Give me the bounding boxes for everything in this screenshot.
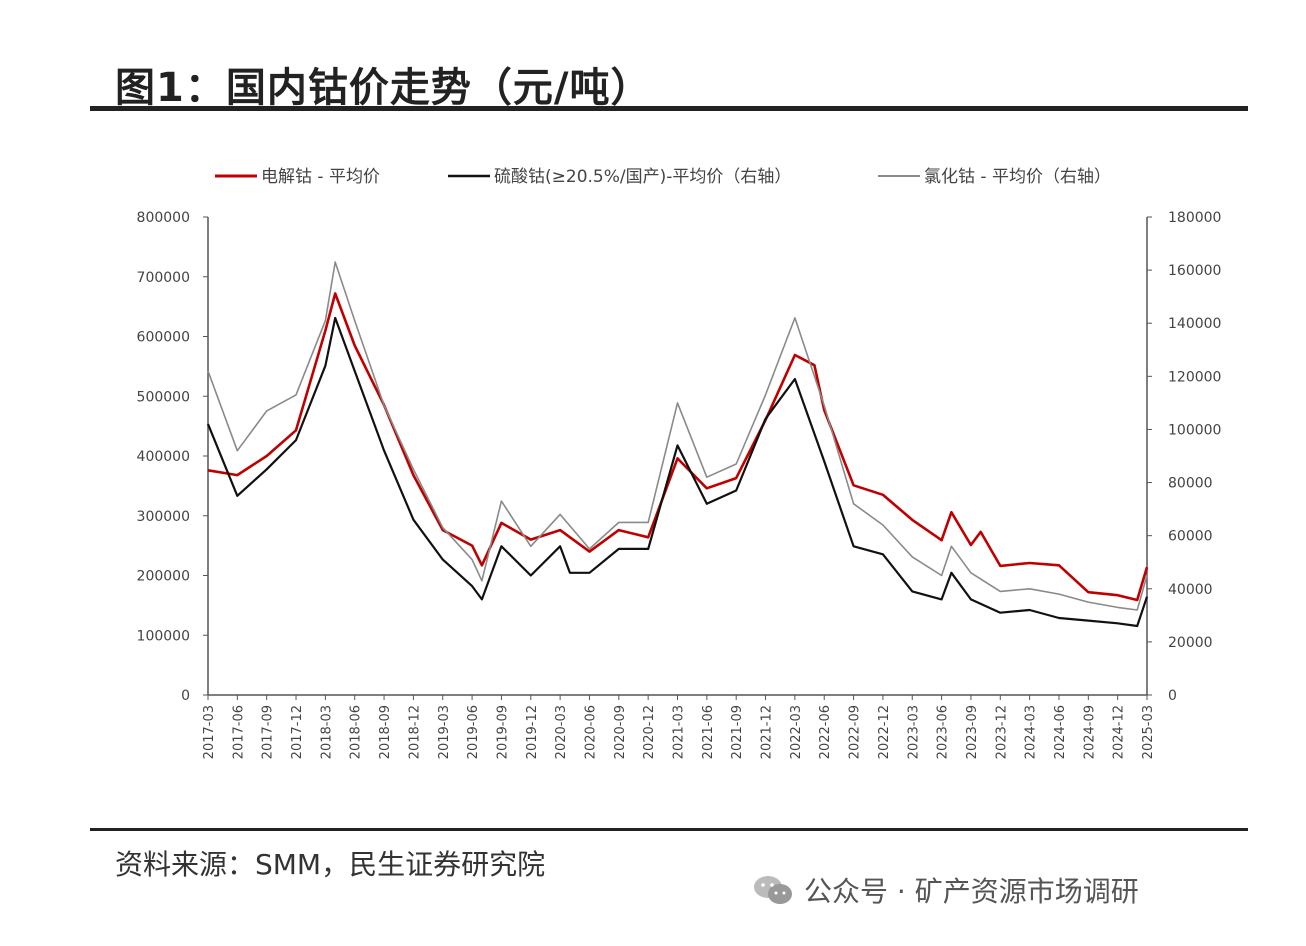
left-tick-label: 400000 [137,449,190,465]
right-tick-label: 160000 [1168,263,1221,279]
right-tick-label: 80000 [1168,476,1213,492]
x-tick-label: 2022-03 [789,705,804,759]
x-tick-label: 2018-12 [407,705,422,759]
footer-divider [90,828,1248,831]
wechat-icon [754,876,792,904]
x-tick-label: 2021-06 [701,705,716,759]
right-tick-label: 180000 [1168,210,1221,226]
legend-label-2: 硫酸钴(≥20.5%/国产)-平均价（右轴） [494,167,791,187]
x-tick-label: 2024-03 [1024,705,1039,759]
x-tick-label: 2020-03 [554,705,569,759]
left-tick-label: 200000 [137,569,190,585]
x-tick-label: 2023-03 [906,705,921,759]
x-tick-label: 2022-12 [877,705,892,759]
page-title: 图1：国内钴价走势（元/吨） [115,65,652,111]
right-tick-label: 20000 [1168,635,1213,651]
x-tick-label: 2020-12 [642,705,657,759]
x-tick-label: 2018-06 [349,705,364,759]
left-tick-label: 700000 [137,270,190,286]
series-line-3 [207,261,1148,611]
x-tick-label: 2017-12 [290,705,305,759]
right-tick-label: 60000 [1168,529,1213,545]
watermark: 公众号 · 矿产资源市场调研 [752,870,1139,910]
x-tick-label: 2019-06 [466,705,481,759]
x-tick-label: 2023-09 [965,705,980,759]
x-tick-label: 2021-12 [760,705,775,759]
x-tick-label: 2023-06 [936,705,951,759]
x-tick-label: 2020-06 [583,705,598,759]
x-tick-label: 2020-09 [613,705,628,759]
left-tick-label: 600000 [137,330,190,346]
right-tick-label: 100000 [1168,422,1221,438]
source-note: 资料来源：SMM，民生证券研究院 [115,848,546,881]
x-tick-label: 2024-12 [1112,705,1127,759]
series-line-2 [206,316,1149,628]
x-tick-label: 2019-03 [437,705,452,759]
left-tick-label: 0 [181,688,190,704]
x-tick-label: 2023-12 [994,705,1009,759]
right-tick-label: 140000 [1168,316,1221,332]
legend-label-1: 电解钴 - 平均价 [261,167,380,187]
x-tick-label: 2021-09 [730,705,745,759]
x-tick-label: 2018-03 [319,705,334,759]
x-tick-label: 2022-09 [848,705,863,759]
x-tick-label: 2018-09 [378,705,393,759]
watermark-text: 公众号 · 矿产资源市场调研 [804,875,1139,908]
x-tick-label: 2019-12 [525,705,540,759]
x-tick-label: 2024-06 [1053,705,1068,759]
right-tick-label: 120000 [1168,369,1221,385]
x-tick-label: 2019-09 [495,705,510,759]
left-tick-label: 300000 [137,509,190,525]
legend-label-3: 氯化钴 - 平均价（右轴） [924,167,1111,187]
x-tick-label: 2017-09 [261,705,276,759]
series-line-1 [207,292,1149,602]
x-tick-label: 2017-06 [231,705,246,759]
title-divider [90,106,1248,111]
x-tick-label: 2017-03 [202,705,217,759]
left-tick-label: 500000 [137,389,190,405]
x-tick-label: 2024-09 [1082,705,1097,759]
x-tick-label: 2022-06 [818,705,833,759]
x-tick-label: 2021-03 [672,705,687,759]
left-tick-label: 800000 [137,210,190,226]
x-tick-label: 2025-03 [1141,705,1156,759]
right-tick-label: 0 [1168,688,1177,704]
left-tick-label: 100000 [137,628,190,644]
right-tick-label: 40000 [1168,582,1213,598]
